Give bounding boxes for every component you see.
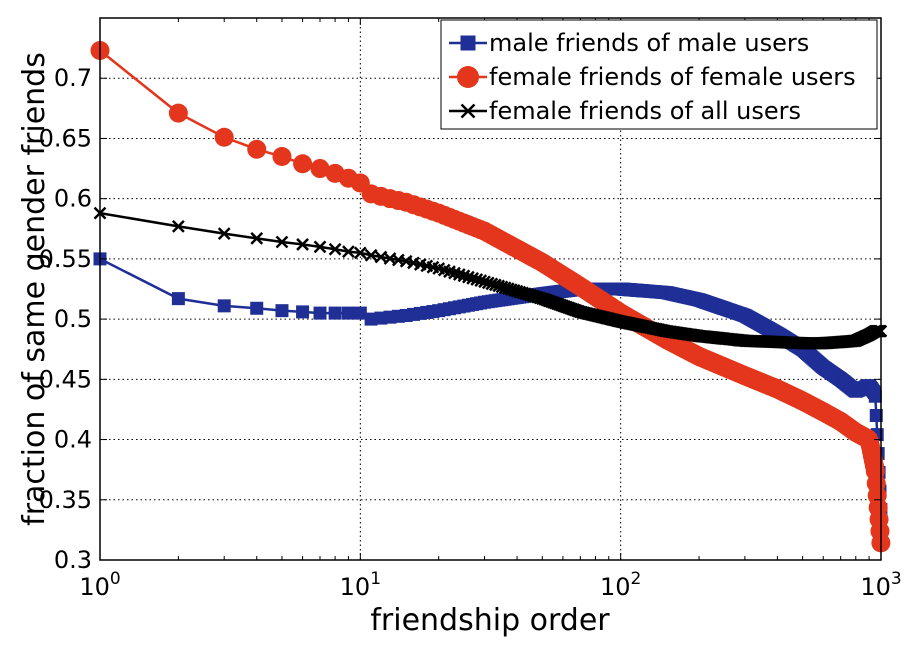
legend-entry: female friends of female users — [449, 63, 856, 91]
legend: male friends of male users female friends… — [440, 19, 878, 130]
data-point-square — [313, 306, 327, 320]
data-point-x — [470, 273, 484, 286]
data-point-circle — [214, 127, 234, 147]
plot-frame — [99, 17, 882, 561]
y-tick-label: 0.4 — [54, 426, 92, 454]
legend-label: female friends of female users — [489, 63, 856, 91]
legend-label: female friends of all users — [489, 97, 801, 125]
y-tick-label: 0.7 — [54, 64, 92, 92]
y-tick-label: 0.3 — [54, 546, 92, 574]
data-point-x — [313, 240, 327, 254]
x-tick-label: 100 — [79, 569, 120, 601]
data-point-square — [868, 389, 882, 403]
data-point-x — [171, 219, 185, 233]
data-point-x — [275, 235, 289, 249]
y-tick-label: 0.5 — [54, 305, 92, 333]
data-point-x — [353, 246, 367, 260]
y-axis-title: fraction of same gender friends — [17, 52, 52, 526]
y-tick-label: 0.45 — [39, 365, 92, 393]
data-point-circle — [247, 139, 267, 159]
y-tick-label: 0.6 — [54, 185, 92, 213]
x-tick-label: 102 — [600, 569, 641, 601]
y-tick-label: 0.65 — [39, 124, 92, 152]
axis-ticks: 100 101 102 103 0.3 0.35 0.4 0.45 0.5 0.55 0.6 0.65… — [39, 18, 902, 601]
data-point-square — [250, 301, 264, 315]
x-tick-label: 103 — [860, 569, 901, 601]
data-point-x — [250, 232, 264, 245]
legend-entry: female friends of all users — [449, 97, 801, 125]
data-point-x — [481, 276, 495, 290]
data-point-square — [296, 305, 310, 319]
x-axis-title: friendship order — [370, 603, 610, 638]
data-point-square — [353, 306, 367, 320]
x-tick-label: 101 — [340, 569, 381, 601]
data-point-circle — [310, 159, 330, 179]
data-point-x — [474, 274, 488, 288]
data-point-square — [341, 306, 355, 320]
data-point-circle — [168, 103, 188, 123]
data-point-x — [460, 103, 476, 119]
y-tick-label: 0.55 — [39, 245, 92, 273]
data-point-square — [869, 408, 883, 422]
data-point-square — [275, 304, 289, 318]
data-point-x — [296, 238, 309, 251]
data-point-circle — [272, 147, 292, 167]
data-point-square — [364, 312, 378, 326]
legend-entry: male friends of male users — [449, 29, 809, 57]
data-point-x — [328, 242, 342, 256]
data-point-square — [217, 299, 231, 313]
data-point-x — [217, 227, 231, 240]
data-point-circle — [457, 66, 479, 88]
data-point-x — [342, 245, 355, 259]
data-point-circle — [293, 154, 313, 174]
series-circle — [90, 41, 891, 553]
data-point-square — [171, 292, 185, 306]
legend-label: male friends of male users — [489, 29, 809, 57]
legend-box — [440, 19, 878, 130]
data-point-x — [364, 248, 378, 262]
data-point-x — [478, 275, 491, 289]
series-lines — [90, 41, 891, 553]
data-point-square — [328, 306, 342, 320]
y-tick-label: 0.35 — [39, 486, 92, 514]
data-point-square — [460, 35, 476, 51]
